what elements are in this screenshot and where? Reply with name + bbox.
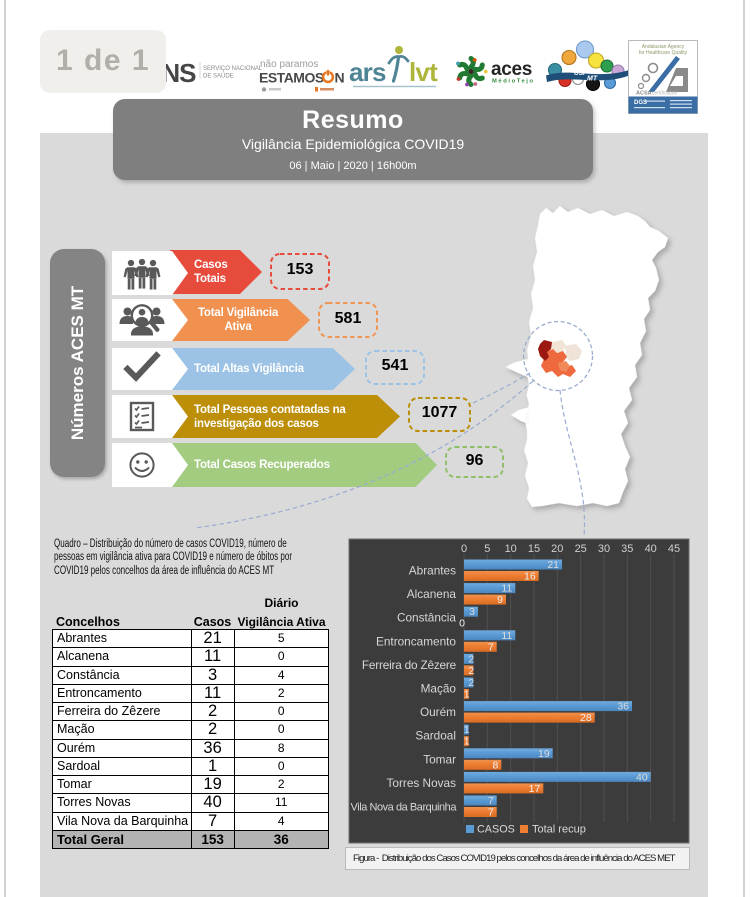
- svg-text:DGS: DGS: [634, 100, 647, 106]
- svg-text:35: 35: [621, 543, 633, 555]
- svg-text:45: 45: [668, 543, 680, 555]
- svg-text:40: 40: [645, 543, 657, 555]
- svg-text:Sardoal: Sardoal: [415, 729, 456, 743]
- svg-text:21: 21: [547, 559, 559, 571]
- svg-text:10: 10: [505, 543, 517, 555]
- svg-text:for Healthcare Quality: for Healthcare Quality: [639, 50, 688, 56]
- svg-text:não paramos: não paramos: [260, 59, 318, 70]
- svg-text:2: 2: [468, 665, 474, 677]
- svg-text:20: 20: [551, 543, 563, 555]
- svg-text:Andalusian Agency: Andalusian Agency: [642, 44, 685, 50]
- svg-text:7: 7: [488, 807, 494, 819]
- svg-text:19: 19: [538, 748, 550, 760]
- svg-text:7: 7: [488, 795, 494, 807]
- svg-text:certification: certification: [652, 91, 678, 97]
- svg-text:28: 28: [580, 712, 592, 724]
- svg-text:17: 17: [529, 783, 541, 795]
- svg-text:Mação: Mação: [421, 682, 457, 696]
- svg-text:0: 0: [461, 543, 467, 555]
- svg-text:16: 16: [524, 571, 536, 583]
- svg-text:Total recup: Total recup: [532, 824, 586, 836]
- svg-text:11: 11: [501, 583, 512, 595]
- svg-text:Entroncamento: Entroncamento: [376, 634, 456, 648]
- svg-text:1: 1: [464, 736, 470, 748]
- svg-text:2: 2: [468, 677, 474, 689]
- svg-text:USF: USF: [574, 70, 588, 77]
- svg-text:Ferreira do Zêzere: Ferreira do Zêzere: [362, 658, 457, 672]
- svg-text:CASOS: CASOS: [477, 824, 515, 836]
- svg-text:1: 1: [464, 724, 470, 736]
- svg-text:ACSA: ACSA: [636, 91, 652, 97]
- svg-text:7: 7: [488, 641, 494, 653]
- svg-text:1: 1: [464, 689, 470, 701]
- svg-text:11: 11: [501, 630, 512, 642]
- svg-text:Torres Novas: Torres Novas: [387, 776, 457, 790]
- svg-text:MT: MT: [587, 76, 598, 83]
- svg-text:Ourém: Ourém: [420, 705, 456, 719]
- svg-text:0: 0: [459, 618, 465, 630]
- svg-text:15: 15: [528, 543, 540, 555]
- svg-text:DE SAÚDE: DE SAÚDE: [203, 73, 234, 80]
- svg-text:Alcanena: Alcanena: [407, 587, 457, 601]
- svg-text:30: 30: [598, 543, 610, 555]
- svg-text:2: 2: [468, 653, 474, 665]
- svg-text:lvt: lvt: [409, 57, 438, 87]
- svg-text:N: N: [335, 70, 345, 86]
- svg-text:5: 5: [484, 543, 490, 555]
- svg-text:MédioTejo: MédioTejo: [492, 79, 535, 85]
- svg-text:25: 25: [575, 543, 587, 555]
- svg-text:ars: ars: [349, 57, 386, 87]
- svg-text:SERVIÇO NACIONAL: SERVIÇO NACIONAL: [203, 66, 263, 72]
- svg-text:Tomar: Tomar: [423, 752, 456, 766]
- svg-text:Vila Nova da Barquinha: Vila Nova da Barquinha: [351, 802, 458, 814]
- svg-text:ESTAMOS: ESTAMOS: [259, 70, 324, 86]
- svg-text:3: 3: [469, 606, 475, 618]
- svg-text:36: 36: [617, 701, 629, 713]
- svg-text:9: 9: [497, 594, 503, 606]
- svg-text:aces: aces: [491, 59, 532, 80]
- svg-text:8: 8: [492, 759, 498, 771]
- svg-text:40: 40: [636, 771, 648, 783]
- svg-text:Constância: Constância: [397, 611, 456, 625]
- svg-text:Abrantes: Abrantes: [409, 564, 456, 578]
